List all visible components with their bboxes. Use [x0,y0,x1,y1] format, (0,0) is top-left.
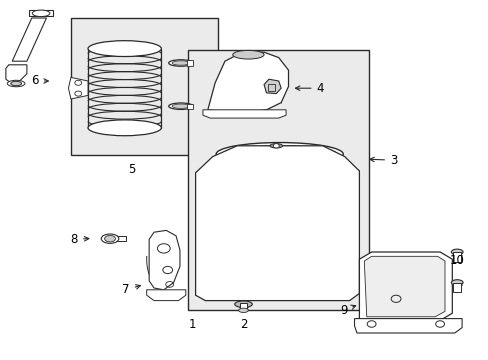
Ellipse shape [32,10,50,17]
Ellipse shape [88,120,161,136]
Bar [115,236,126,241]
Polygon shape [264,79,281,94]
Polygon shape [354,319,461,333]
Polygon shape [207,52,288,112]
Bar [187,104,193,109]
Text: 9: 9 [339,304,355,317]
Ellipse shape [234,301,252,307]
Bar [29,10,53,16]
Ellipse shape [232,50,264,59]
Ellipse shape [11,81,21,86]
Polygon shape [146,290,185,301]
Ellipse shape [172,61,189,65]
Polygon shape [149,230,180,290]
Text: 1: 1 [188,318,196,330]
Ellipse shape [450,249,462,255]
Bar [240,303,246,310]
Ellipse shape [168,60,193,66]
Polygon shape [203,110,285,118]
Bar [188,50,368,310]
Ellipse shape [238,308,248,312]
Bar [452,252,460,262]
Bar [187,60,193,66]
Text: 10: 10 [449,255,464,267]
Ellipse shape [101,234,119,243]
Ellipse shape [450,280,462,285]
Text: 7: 7 [122,283,140,296]
Ellipse shape [104,235,115,242]
Ellipse shape [172,104,189,108]
Ellipse shape [216,143,343,166]
Polygon shape [6,65,27,83]
Bar [452,283,460,292]
Ellipse shape [7,80,25,87]
Polygon shape [68,77,88,99]
Text: 4: 4 [295,82,324,95]
Polygon shape [359,252,451,320]
Text: 3: 3 [369,154,397,167]
Ellipse shape [222,145,337,163]
Ellipse shape [88,41,161,57]
Text: 6: 6 [31,75,48,87]
Text: 5: 5 [128,163,136,176]
Polygon shape [12,18,46,61]
Ellipse shape [269,144,282,148]
Bar [71,18,217,155]
Ellipse shape [168,103,193,109]
Circle shape [273,144,279,148]
Text: 2: 2 [239,318,247,330]
Text: 8: 8 [70,233,89,246]
Polygon shape [364,256,444,317]
Bar [267,84,274,91]
Polygon shape [195,146,359,301]
